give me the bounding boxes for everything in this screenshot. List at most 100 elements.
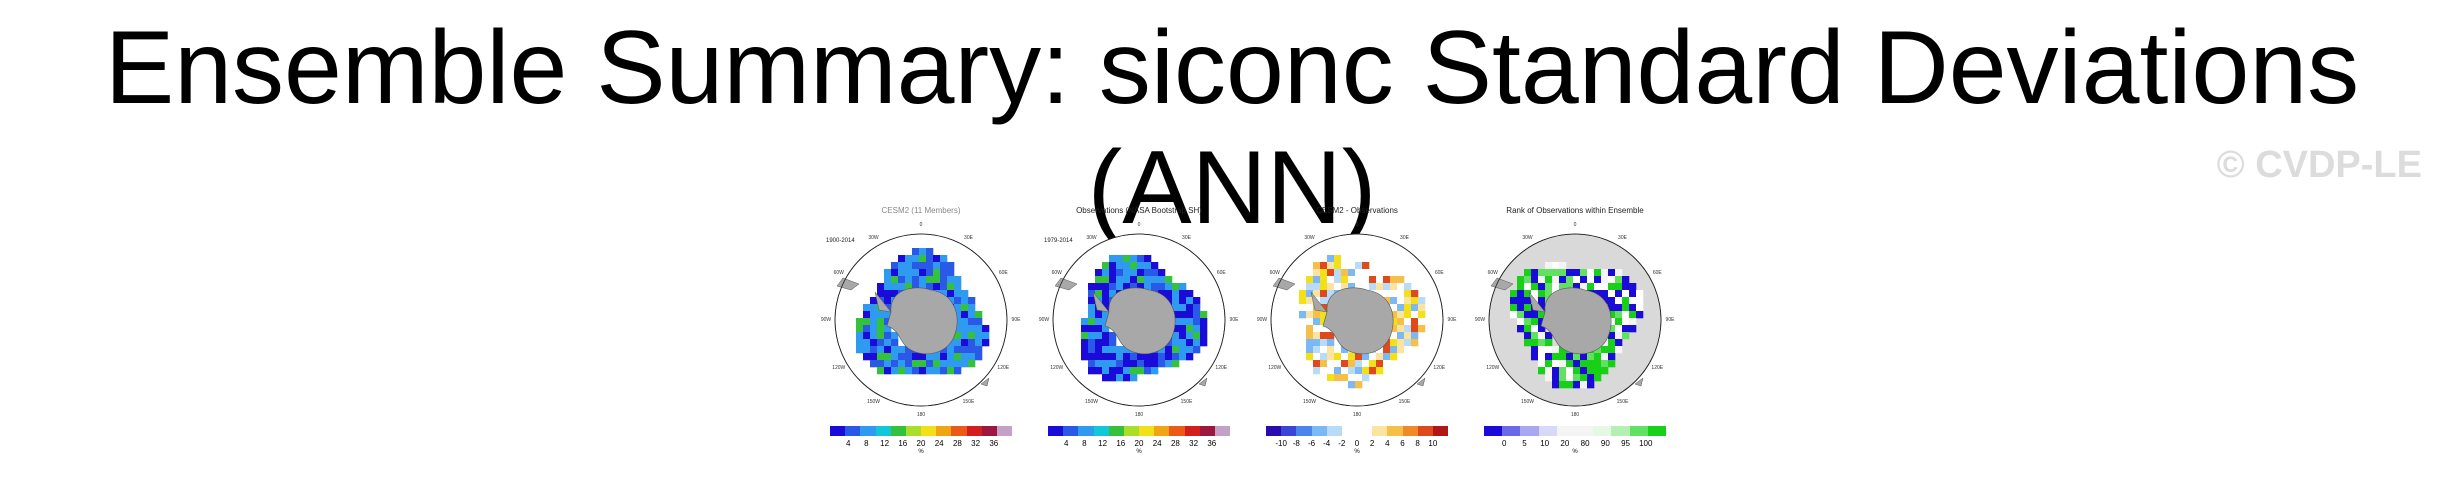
colorbar-segment xyxy=(1502,426,1521,436)
colorbar-segment xyxy=(1169,426,1185,436)
colorbar-tick-label: 36 xyxy=(989,439,999,448)
colorbar-tick-label: 28 xyxy=(952,439,962,448)
colorbar-segment xyxy=(1063,426,1079,436)
colorbar-segment xyxy=(1402,426,1418,436)
colorbar-segment xyxy=(1266,426,1282,436)
colorbar-segment xyxy=(875,426,891,436)
colorbar-segment xyxy=(966,426,982,436)
colorbar-segment xyxy=(1326,426,1342,436)
colorbar-segment xyxy=(951,426,967,436)
colorbar-segment xyxy=(830,426,846,436)
colorbar-tick-label: -6 xyxy=(1307,439,1316,448)
longitude-label: 60W xyxy=(1487,269,1498,276)
longitude-label: 0 xyxy=(919,222,923,228)
colorbar-segment xyxy=(905,426,922,436)
colorbar-labels: 0 5 10 20 80 90 95 100 xyxy=(1484,439,1666,449)
colorbar-tick-label: -10 xyxy=(1275,439,1287,448)
colorbar-segment xyxy=(1593,426,1612,436)
colorbar-segment xyxy=(1520,426,1539,436)
panel-rank: Rank of Observations within Ensemble 0 5 1… xyxy=(1470,206,1680,462)
colorbar-segment xyxy=(1432,426,1449,436)
polar-map xyxy=(1052,233,1226,407)
polar-map xyxy=(1270,233,1444,407)
longitude-label: 180 xyxy=(1570,412,1580,418)
colorbar-segment xyxy=(890,426,906,436)
colorbar-tick-label: 8 xyxy=(1415,439,1420,448)
colorbar-tick-label: -8 xyxy=(1292,439,1300,448)
watermark: © CVDP-LE xyxy=(2216,144,2422,186)
colorbar-segment xyxy=(1184,426,1200,436)
colorbar-unit: % xyxy=(1572,449,1578,455)
colorbar-segment xyxy=(1341,426,1358,436)
longitude-label: 150W xyxy=(1084,399,1099,406)
colorbar xyxy=(1048,426,1231,436)
longitude-label: 150E xyxy=(1180,399,1193,406)
colorbar-segment xyxy=(1093,426,1109,436)
colorbar-segment xyxy=(1078,426,1094,436)
longitude-label: 120W xyxy=(1268,364,1282,371)
longitude-label: 180 xyxy=(916,412,926,418)
polar-map xyxy=(1488,233,1662,407)
colorbar-tick-label: 20 xyxy=(916,439,926,448)
longitude-label: 120E xyxy=(1215,364,1228,371)
colorbar-tick-label: 12 xyxy=(880,439,890,448)
colorbar-segment xyxy=(1575,426,1594,436)
colorbar-tick-label: 100 xyxy=(1639,439,1653,448)
longitude-label: 60E xyxy=(1652,269,1662,276)
colorbar-segment xyxy=(1629,426,1648,436)
colorbar-tick-label: 20 xyxy=(1560,439,1570,448)
longitude-label: 120E xyxy=(997,364,1010,371)
panel-years: 1979-2014 xyxy=(1044,238,1073,244)
longitude-label: 30E xyxy=(1618,234,1627,241)
colorbar-tick-label: 0 xyxy=(1354,439,1360,448)
colorbar-segment xyxy=(1154,426,1170,436)
colorbar-unit: % xyxy=(1354,449,1360,455)
colorbar-tick-label: 24 xyxy=(1152,439,1162,448)
colorbar-segment xyxy=(996,426,1013,436)
colorbar-segment xyxy=(1372,426,1388,436)
colorbar-segment xyxy=(1357,426,1373,436)
colorbar-segment xyxy=(936,426,952,436)
longitude-label: 150E xyxy=(1398,399,1411,406)
longitude-label: 60W xyxy=(1269,269,1280,276)
colorbar-segment xyxy=(1647,426,1667,436)
colorbar-segment xyxy=(1123,426,1140,436)
longitude-label: 0 xyxy=(1355,222,1359,228)
longitude-label: 120E xyxy=(1433,364,1446,371)
longitude-label: 30W xyxy=(1304,234,1315,241)
colorbar-tick-label: 10 xyxy=(1540,439,1550,448)
longitude-label: 60E xyxy=(998,269,1008,276)
colorbar-tick-label: 32 xyxy=(1189,439,1199,448)
colorbar-tick-label: 8 xyxy=(1082,439,1087,448)
colorbar-tick-label: 80 xyxy=(1580,439,1590,448)
longitude-label: 150W xyxy=(1302,399,1317,406)
colorbar-tick-label: 12 xyxy=(1098,439,1108,448)
panel-title: Observations (NASA Bootstrap SH) xyxy=(1076,206,1202,215)
colorbar-segment xyxy=(921,426,937,436)
longitude-label: 150W xyxy=(866,399,881,406)
longitude-label: 150W xyxy=(1520,399,1535,406)
longitude-label: 0 xyxy=(1573,222,1577,228)
longitude-label: 90W xyxy=(1038,317,1050,323)
panel-observations: Observations (NASA Bootstrap SH) 1979-20… xyxy=(1034,206,1244,462)
colorbar-segment xyxy=(1139,426,1155,436)
longitude-label: 30E xyxy=(1400,234,1409,241)
longitude-label: 30E xyxy=(1182,234,1191,241)
colorbar-segment xyxy=(1296,426,1312,436)
colorbar-segment xyxy=(1311,426,1327,436)
colorbar-segment xyxy=(1108,426,1124,436)
longitude-label: 0 xyxy=(1137,222,1141,228)
longitude-label: 150E xyxy=(962,399,975,406)
colorbar-unit: % xyxy=(918,449,924,455)
colorbar-segment xyxy=(1538,426,1557,436)
colorbar-segment xyxy=(1484,426,1503,436)
colorbar-tick-label: 10 xyxy=(1428,439,1438,448)
longitude-label: 90E xyxy=(1229,317,1239,323)
panel-title: Rank of Observations within Ensemble xyxy=(1506,206,1644,215)
colorbar-tick-label: 5 xyxy=(1522,439,1527,448)
longitude-label: 30W xyxy=(868,234,879,241)
colorbar-tick-label: 4 xyxy=(1063,439,1069,448)
panel-difference: CESM2 - Observations -10 -8 -6 -4 -2 0 2 4 6 8 10 … xyxy=(1252,206,1462,462)
longitude-label: 90W xyxy=(820,317,832,323)
longitude-label: 150E xyxy=(1616,399,1629,406)
